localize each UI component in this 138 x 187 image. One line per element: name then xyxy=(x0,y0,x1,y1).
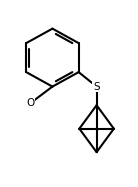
Text: S: S xyxy=(93,82,100,92)
Text: —: — xyxy=(4,114,12,124)
Text: O: O xyxy=(26,98,34,108)
